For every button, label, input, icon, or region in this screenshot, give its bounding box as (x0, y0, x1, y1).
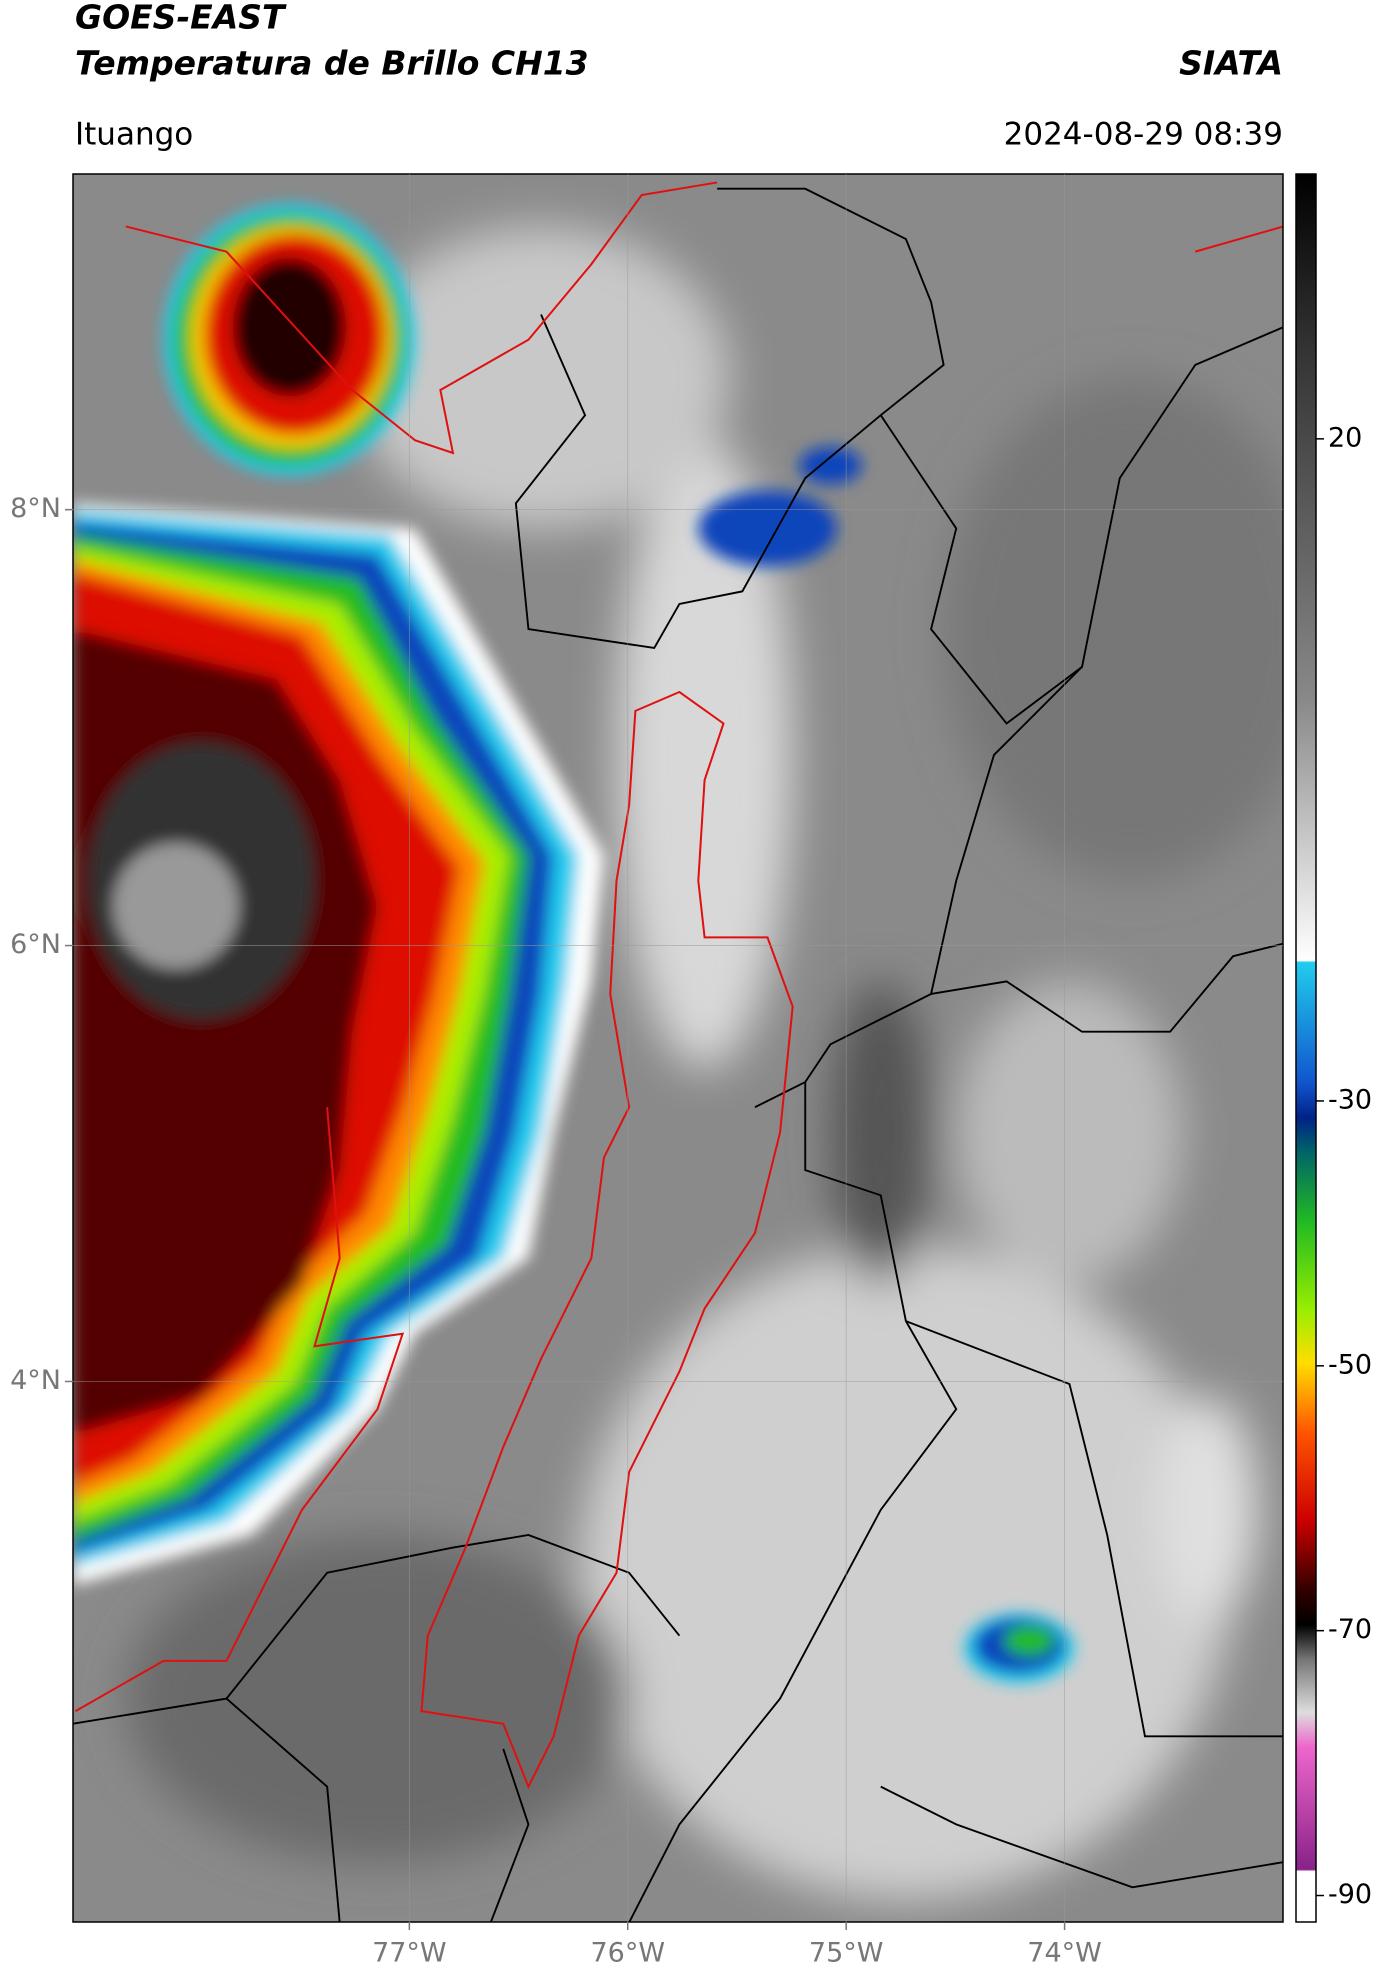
colorbar-tick-label: -90 (1328, 1879, 1372, 1910)
y-tick-label: 8°N (10, 493, 61, 524)
colorbar-tick-label: -50 (1328, 1349, 1372, 1380)
x-tick-label: 77°W (372, 1938, 447, 1969)
datetime: 2024-08-29 08:39 (1004, 117, 1283, 153)
satellite-image (73, 174, 1283, 1922)
agency: SIATA (1179, 44, 1283, 83)
product: Temperatura de Brillo CH13 (75, 44, 589, 83)
x-tick-label: 75°W (809, 1938, 884, 1969)
x-tick-label: 76°W (590, 1938, 665, 1969)
satellite: GOES-EAST (75, 0, 287, 37)
colorbar (1295, 173, 1317, 1923)
x-tick-label: 74°W (1027, 1938, 1102, 1969)
colorbar-tick-label: 20 (1328, 422, 1362, 453)
map-frame (72, 173, 1284, 1923)
location: Ituango (75, 117, 193, 153)
y-tick-label: 6°N (10, 929, 61, 960)
y-tick-label: 4°N (10, 1365, 61, 1396)
colorbar-tick-label: -70 (1328, 1614, 1372, 1645)
colorbar-tick-label: -30 (1328, 1084, 1372, 1115)
